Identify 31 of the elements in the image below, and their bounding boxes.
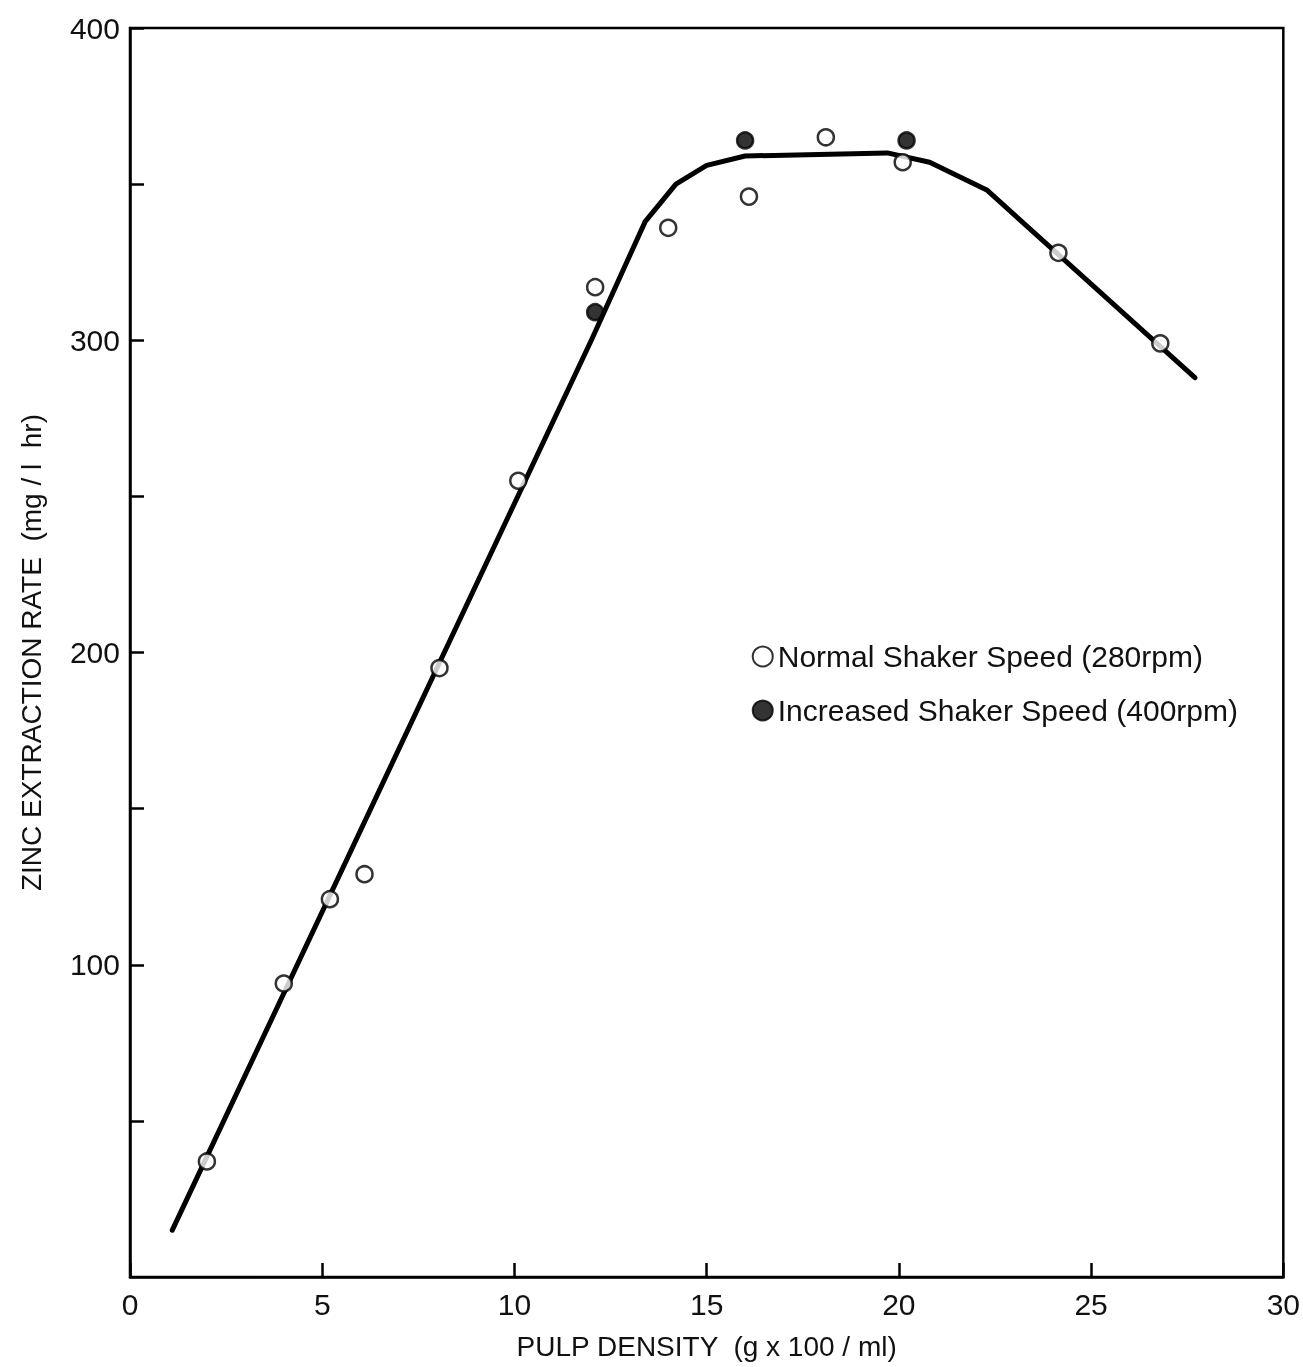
x-tick-label: 20 xyxy=(882,1287,916,1321)
point xyxy=(897,131,916,150)
point xyxy=(197,1152,217,1171)
x-tick-label: 0 xyxy=(121,1287,139,1321)
point xyxy=(893,153,912,172)
point xyxy=(585,302,605,322)
y-tick-label: 300 xyxy=(69,323,120,357)
y-tick-label: 400 xyxy=(69,11,120,45)
point xyxy=(320,889,340,909)
point xyxy=(658,218,678,238)
y-tick-label: 100 xyxy=(69,948,120,982)
point xyxy=(1151,334,1170,353)
point xyxy=(274,974,294,993)
y-tick-label: 200 xyxy=(69,636,120,669)
point xyxy=(739,187,759,206)
point xyxy=(509,471,528,491)
x-tick-label: 5 xyxy=(313,1287,331,1321)
legend-label: Normal Shaker Speed (280rpm) xyxy=(777,640,1203,673)
point xyxy=(1049,243,1068,263)
point xyxy=(355,864,374,884)
x-tick-label: 10 xyxy=(497,1287,532,1321)
x-tick-label: 15 xyxy=(689,1287,724,1321)
point xyxy=(585,277,605,297)
x-tick-label: 25 xyxy=(1074,1287,1108,1321)
x-tick-label: 30 xyxy=(1266,1287,1300,1321)
point xyxy=(816,128,836,147)
y-axis-title: ZINC EXTRACTION RATE (mg / l hr) xyxy=(15,413,47,892)
legend-label: Increased Shaker Speed (400rpm) xyxy=(777,694,1239,727)
x-axis-title: PULP DENSITY (g x 100 / ml) xyxy=(516,1330,897,1362)
point xyxy=(735,131,755,150)
point xyxy=(430,658,449,678)
